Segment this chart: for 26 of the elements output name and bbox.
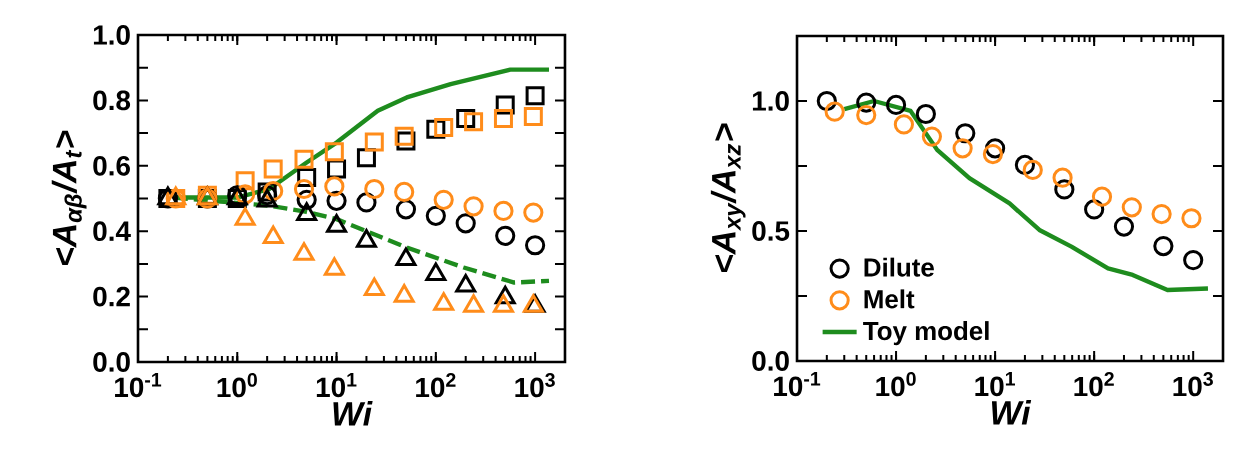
x-tick-label: 10$^{1}$ <box>975 372 1015 397</box>
x-tick-label: 10$^{2}$ <box>416 373 456 398</box>
x-tick-label: 10$^{3}$ <box>1173 372 1213 397</box>
y-axis-title: <A$_{αβ}$/A$_{t}$> <box>51 130 87 266</box>
x-tick-label: 10$^{0}$ <box>217 373 257 398</box>
x-tick-label: 10$^{-1}$ <box>115 373 162 398</box>
y-tick-label: 0.0 <box>752 351 789 371</box>
x-tick-label: 10$^{1}$ <box>316 373 357 398</box>
y-tick-label: 1.0 <box>93 25 130 45</box>
y-tick-label: 0.6 <box>93 155 130 176</box>
x-tick-label: 10$^{2}$ <box>1074 372 1114 397</box>
x-axis-title: Wi <box>991 400 1032 425</box>
y-tick-label: 0.2 <box>93 286 130 307</box>
y-tick-label: 0.5 <box>752 221 790 241</box>
y-tick-label: 0.8 <box>93 90 131 111</box>
y-axis-title: <A$_{xy}$/A$_{xz}$> <box>710 123 746 273</box>
legend-label: Toy model <box>863 321 989 346</box>
y-tick-label: 1.0 <box>752 91 789 111</box>
legend-label: Melt <box>864 289 915 309</box>
y-tick-label: 0.4 <box>93 221 131 242</box>
y-tick-label: 0.0 <box>93 352 130 372</box>
x-axis-title: Wi <box>333 401 373 426</box>
x-tick-label: 10$^{-1}$ <box>774 372 821 397</box>
x-tick-label: 10$^{0}$ <box>876 372 916 397</box>
x-tick-label: 10$^{3}$ <box>515 373 555 398</box>
legend-label: Dilute <box>864 257 934 277</box>
